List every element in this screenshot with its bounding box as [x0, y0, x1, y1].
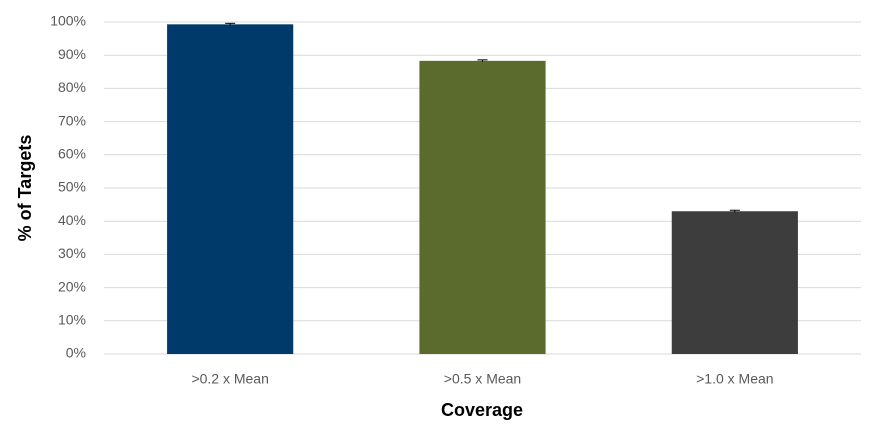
error-bar: [477, 59, 488, 62]
x-tick-label: >1.0 x Mean: [696, 371, 773, 387]
x-tick-label: >0.5 x Mean: [444, 371, 521, 387]
bar: [167, 24, 294, 354]
y-tick-label: 30%: [58, 245, 86, 261]
y-axis-title: % of Targets: [15, 135, 35, 242]
bar: [671, 211, 798, 354]
y-tick-label: 70%: [58, 112, 86, 128]
y-tick-label: 0%: [66, 345, 86, 361]
bar: [419, 60, 546, 355]
y-tick-label: 50%: [58, 179, 86, 195]
y-tick-label: 90%: [58, 46, 86, 62]
y-tick-label: 80%: [58, 79, 86, 95]
y-tick-label: 10%: [58, 312, 86, 328]
y-tick-label: 40%: [58, 212, 86, 228]
y-tick-label: 60%: [58, 146, 86, 162]
x-axis-title: Coverage: [441, 400, 523, 420]
y-tick-label: 100%: [50, 13, 86, 29]
y-tick-label: 20%: [58, 278, 86, 294]
x-tick-label: >0.2 x Mean: [191, 371, 268, 387]
error-bar: [225, 22, 236, 26]
error-bar: [729, 209, 740, 213]
